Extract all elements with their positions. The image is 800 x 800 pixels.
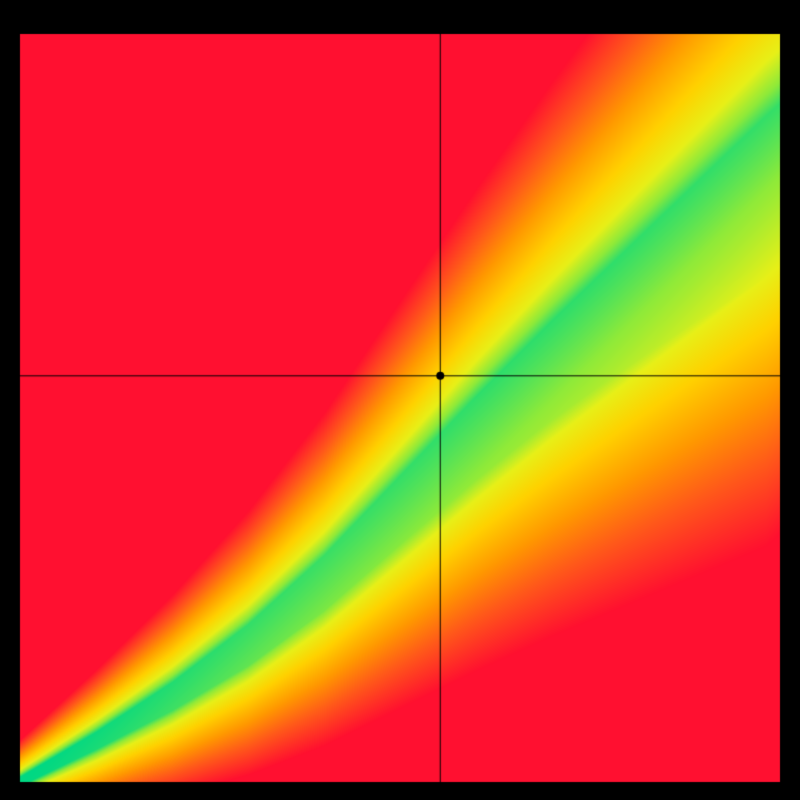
chart-container: TheBottleneck.com: [0, 0, 800, 800]
bottleneck-heatmap: [0, 0, 800, 800]
